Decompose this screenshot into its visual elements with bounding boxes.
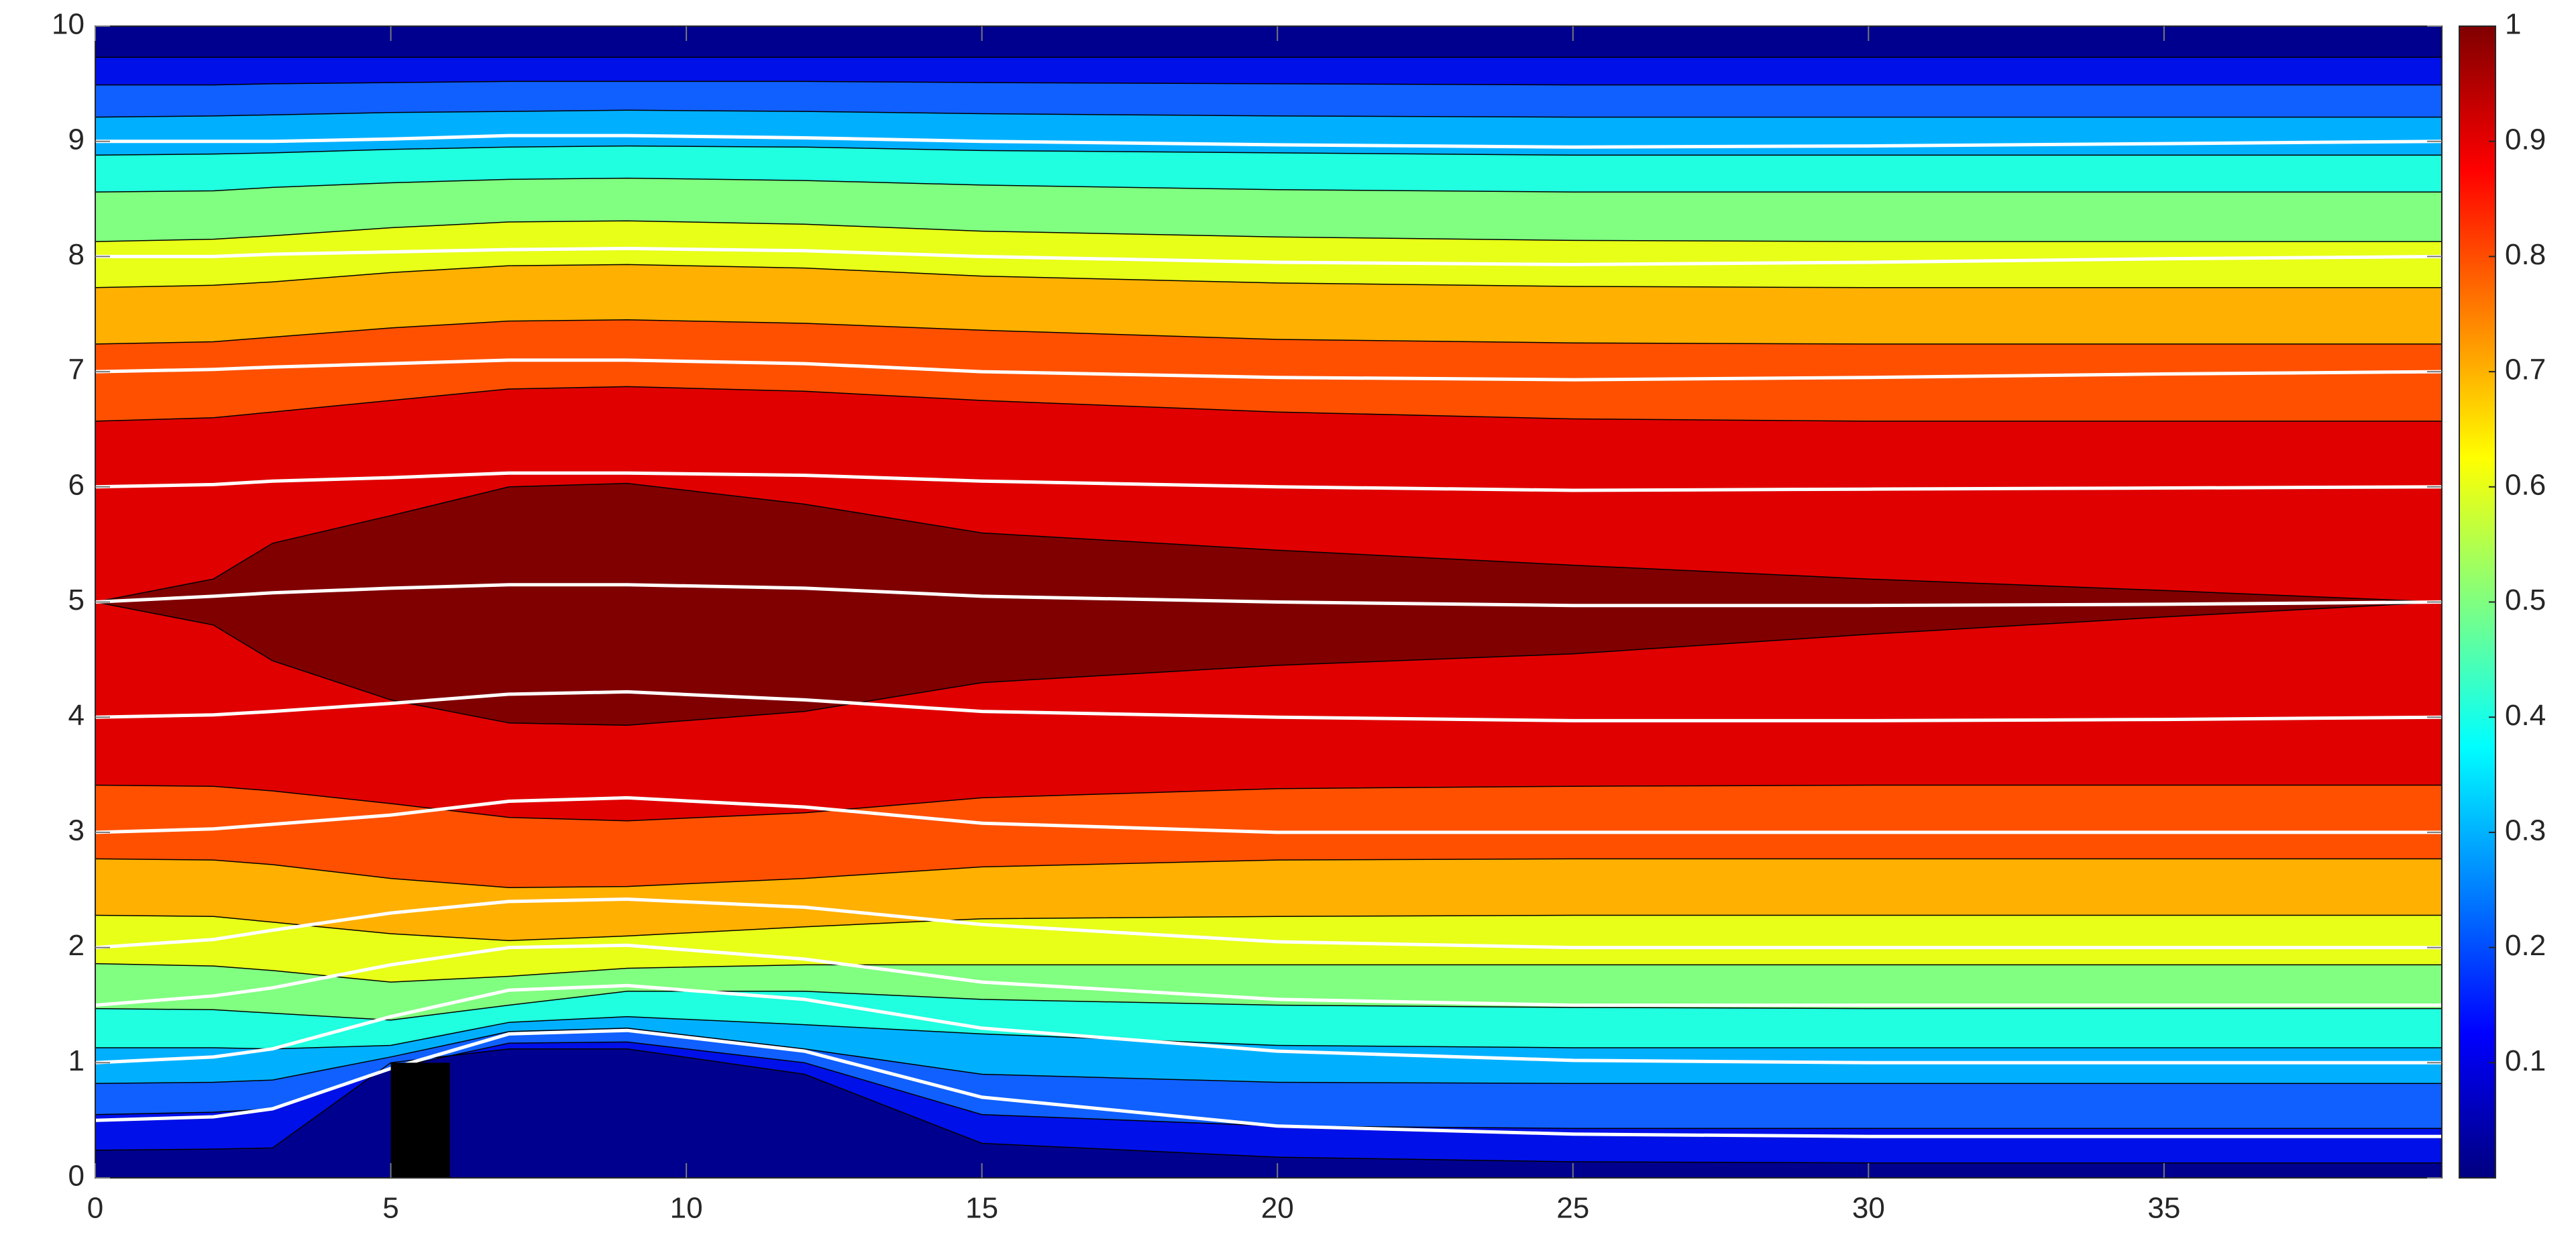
colorbar-tick-label: 1 [2505,8,2521,41]
y-tick-label: 4 [68,699,85,732]
x-tick-label: 35 [2147,1192,2180,1225]
y-tick-label: 7 [68,353,85,386]
x-tick-label: 5 [382,1192,398,1225]
x-tick-label: 25 [1556,1192,1589,1225]
colorbar-tick-label: 0.3 [2505,814,2546,847]
x-tick-label: 20 [1261,1192,1294,1225]
contour-band [95,56,2442,86]
streamline [95,983,2442,1065]
streamline [95,1028,2442,1138]
contour-line [95,145,2442,156]
contour-line [95,858,2442,889]
x-tick-label: 30 [1852,1192,1885,1225]
contour-line [95,177,2442,193]
streamline [95,246,2442,266]
x-tick-label: 10 [670,1192,703,1225]
y-tick-label: 6 [68,468,85,501]
colorbar-tick-label: 0.2 [2505,929,2546,962]
x-tick-label: 0 [87,1192,103,1225]
contour-line [95,220,2442,242]
plot-area [95,26,2442,1178]
contour-line [95,1028,2442,1084]
y-tick-label: 0 [68,1160,85,1193]
colorbar-tick-label: 0.1 [2505,1044,2546,1077]
streamline [95,690,2442,722]
contour-line [95,264,2442,288]
colorbar-tick-label: 0.8 [2505,238,2546,271]
x-tick-label: 15 [965,1192,998,1225]
colorbar-tick-label: 0.6 [2505,468,2546,501]
obstacle [390,1063,450,1178]
streamline [95,943,2442,1007]
contour-line [95,963,2442,983]
contour-line [95,80,2442,86]
streamline [95,796,2442,834]
y-tick-label: 2 [68,929,85,962]
streamline [95,897,2442,950]
streamline [95,471,2442,492]
contour-band [95,26,2442,58]
colorbar-tick-label: 0.4 [2505,699,2546,732]
contour-line [95,319,2442,345]
contour-line [95,784,2442,822]
colorbar-tick-label: 0.7 [2505,353,2546,386]
y-tick-label: 1 [68,1044,85,1077]
contour-line [95,109,2442,118]
contour-line [95,991,2442,1021]
colorbar-tick-label: 0.5 [2505,584,2546,616]
contour-line [95,914,2442,942]
colorbar-tick-label: 0.9 [2505,123,2546,156]
streamline [95,583,2442,608]
y-tick-label: 9 [68,123,85,156]
y-tick-label: 5 [68,584,85,616]
y-tick-label: 3 [68,814,85,847]
contour-line [95,386,2442,422]
contour-line [95,1048,2442,1164]
y-tick-label: 10 [52,8,85,41]
y-tick-label: 8 [68,238,85,271]
streamline [95,358,2442,382]
streamline [95,133,2442,149]
core-region [95,482,2442,726]
